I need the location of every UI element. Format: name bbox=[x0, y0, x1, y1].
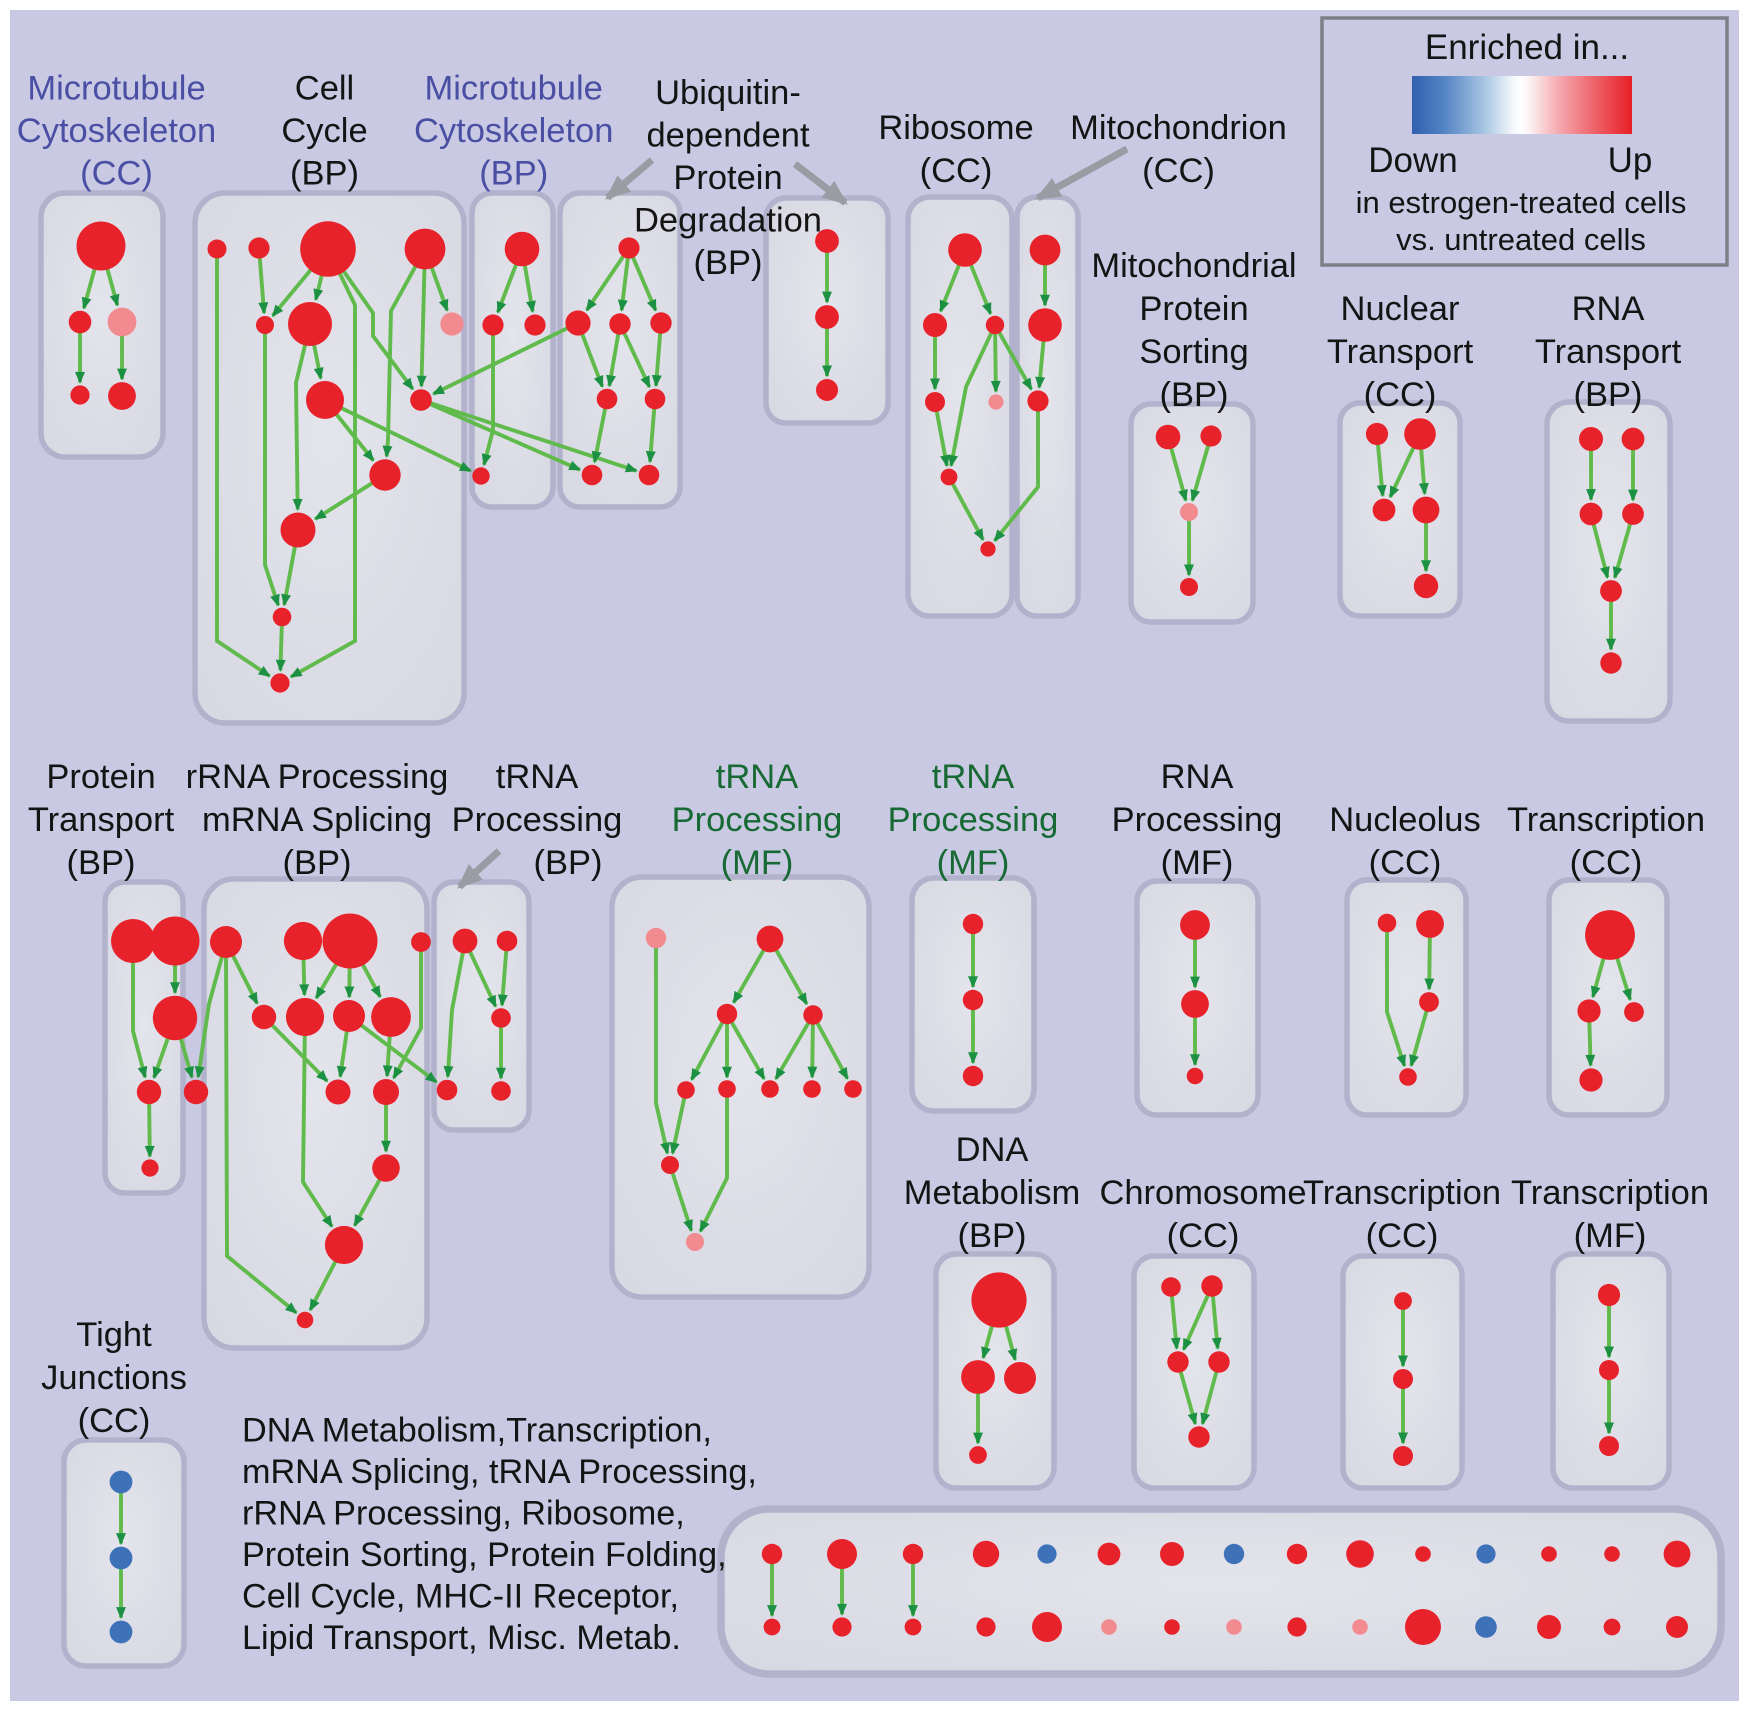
svg-text:Transcription: Transcription bbox=[1507, 801, 1705, 839]
svg-text:(BP): (BP) bbox=[67, 844, 136, 882]
svg-text:(CC): (CC) bbox=[1366, 1217, 1439, 1255]
svg-text:Mitochondrial: Mitochondrial bbox=[1091, 247, 1296, 285]
svg-text:dependent: dependent bbox=[646, 117, 809, 155]
svg-text:Transport: Transport bbox=[28, 801, 175, 839]
svg-text:in estrogen-treated cells: in estrogen-treated cells bbox=[1356, 185, 1687, 220]
svg-text:(CC): (CC) bbox=[1570, 844, 1643, 882]
svg-text:Enriched in...: Enriched in... bbox=[1425, 28, 1629, 67]
svg-text:tRNA: tRNA bbox=[932, 758, 1014, 796]
svg-text:Processing: Processing bbox=[1112, 801, 1283, 839]
svg-text:Mitochondrion: Mitochondrion bbox=[1070, 109, 1287, 147]
svg-text:(BP): (BP) bbox=[479, 155, 548, 193]
svg-text:Nuclear: Nuclear bbox=[1341, 290, 1460, 328]
svg-text:Processing: Processing bbox=[888, 801, 1059, 839]
svg-text:rRNA Processing: rRNA Processing bbox=[186, 758, 449, 796]
svg-text:Cell Cycle, MHC-II Receptor,: Cell Cycle, MHC-II Receptor, bbox=[242, 1578, 679, 1616]
svg-text:Ubiquitin-: Ubiquitin- bbox=[655, 74, 801, 112]
svg-text:Processing: Processing bbox=[452, 801, 623, 839]
svg-text:Cytoskeleton: Cytoskeleton bbox=[414, 112, 613, 150]
svg-text:(BP): (BP) bbox=[694, 244, 763, 282]
svg-text:(CC): (CC) bbox=[1142, 152, 1215, 190]
svg-text:Tight: Tight bbox=[76, 1316, 152, 1354]
svg-text:Microtubule: Microtubule bbox=[425, 70, 603, 108]
svg-text:(MF): (MF) bbox=[1574, 1217, 1647, 1255]
svg-text:Chromosome: Chromosome bbox=[1099, 1174, 1306, 1212]
svg-text:DNA: DNA bbox=[956, 1131, 1029, 1169]
svg-text:Protein: Protein bbox=[673, 159, 782, 197]
svg-text:(CC): (CC) bbox=[1364, 376, 1437, 414]
svg-text:(BP): (BP) bbox=[283, 844, 352, 882]
svg-text:(BP): (BP) bbox=[290, 155, 359, 193]
svg-text:Microtubule: Microtubule bbox=[27, 70, 205, 108]
svg-text:(BP): (BP) bbox=[958, 1217, 1027, 1255]
svg-text:DNA Metabolism,Transcription,: DNA Metabolism,Transcription, bbox=[242, 1412, 712, 1450]
svg-text:Up: Up bbox=[1608, 141, 1653, 180]
svg-text:RNA: RNA bbox=[1572, 290, 1645, 328]
svg-text:Junctions: Junctions bbox=[41, 1359, 187, 1397]
svg-text:Protein: Protein bbox=[46, 758, 155, 796]
svg-text:Metabolism: Metabolism bbox=[904, 1174, 1080, 1212]
svg-text:mRNA Splicing: mRNA Splicing bbox=[202, 801, 432, 839]
svg-text:tRNA: tRNA bbox=[496, 758, 578, 796]
svg-text:Protein Sorting, Protein Foldi: Protein Sorting, Protein Folding, bbox=[242, 1536, 727, 1574]
svg-text:(CC): (CC) bbox=[78, 1402, 151, 1440]
svg-text:Down: Down bbox=[1368, 141, 1457, 180]
svg-text:Cycle: Cycle bbox=[281, 112, 367, 150]
svg-text:(MF): (MF) bbox=[1161, 844, 1234, 882]
svg-text:Cell: Cell bbox=[295, 70, 354, 108]
svg-text:Transport: Transport bbox=[1327, 333, 1474, 371]
svg-text:Ribosome: Ribosome bbox=[878, 109, 1033, 147]
svg-text:(MF): (MF) bbox=[937, 844, 1010, 882]
svg-text:RNA: RNA bbox=[1161, 758, 1234, 796]
svg-text:(BP): (BP) bbox=[1160, 376, 1229, 414]
svg-text:rRNA Processing, Ribosome,: rRNA Processing, Ribosome, bbox=[242, 1495, 685, 1533]
svg-text:Transport: Transport bbox=[1535, 333, 1682, 371]
svg-text:(CC): (CC) bbox=[1369, 844, 1442, 882]
svg-text:Protein: Protein bbox=[1139, 290, 1248, 328]
svg-text:Lipid Transport, Misc. Metab.: Lipid Transport, Misc. Metab. bbox=[242, 1619, 681, 1657]
svg-text:(BP): (BP) bbox=[534, 844, 603, 882]
svg-text:Cytoskeleton: Cytoskeleton bbox=[17, 112, 216, 150]
svg-text:Processing: Processing bbox=[672, 801, 843, 839]
svg-text:(CC): (CC) bbox=[80, 155, 153, 193]
svg-text:Transcription: Transcription bbox=[1511, 1174, 1709, 1212]
svg-text:(MF): (MF) bbox=[721, 844, 794, 882]
svg-text:Transcription: Transcription bbox=[1303, 1174, 1501, 1212]
svg-text:vs. untreated cells: vs. untreated cells bbox=[1396, 222, 1646, 257]
svg-text:(CC): (CC) bbox=[920, 152, 993, 190]
svg-text:mRNA Splicing, tRNA Processing: mRNA Splicing, tRNA Processing, bbox=[242, 1453, 757, 1491]
svg-text:Nucleolus: Nucleolus bbox=[1329, 801, 1481, 839]
svg-text:tRNA: tRNA bbox=[716, 758, 798, 796]
svg-text:Sorting: Sorting bbox=[1139, 333, 1248, 371]
svg-text:(BP): (BP) bbox=[1574, 376, 1643, 414]
svg-text:Degradation: Degradation bbox=[634, 202, 822, 240]
svg-text:(CC): (CC) bbox=[1167, 1217, 1240, 1255]
